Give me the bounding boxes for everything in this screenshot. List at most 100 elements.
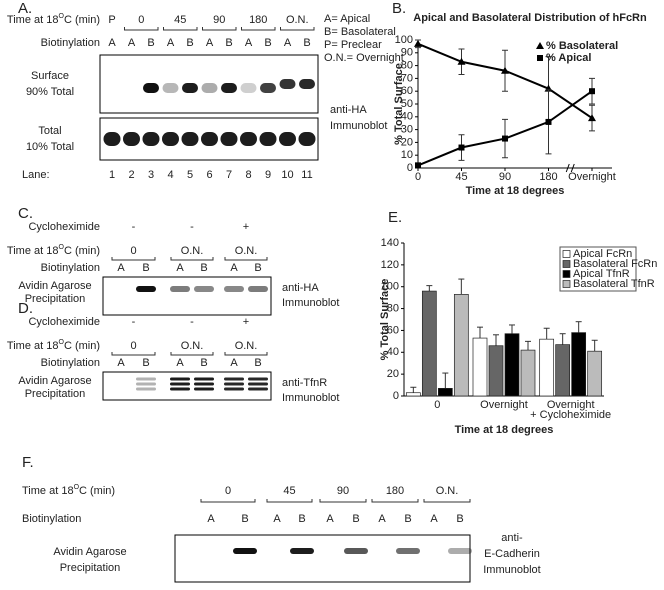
row-label: Precipitation: [25, 388, 86, 400]
lane-number: 7: [226, 169, 232, 181]
legend-label: Apical TfnR: [573, 268, 630, 280]
biotin-letter: B: [142, 262, 149, 274]
biotin-letter: A: [108, 37, 116, 49]
bracket: [170, 352, 214, 356]
biotin-letter: B: [241, 513, 248, 525]
x-tick-label: 45: [455, 171, 467, 183]
time-point: 180: [249, 14, 267, 26]
y-tick-label: 90: [401, 47, 413, 59]
lane-number: 3: [148, 169, 154, 181]
time-point: 90: [337, 485, 349, 497]
y-axis-label: % Total Surface: [393, 63, 405, 145]
bar: [571, 332, 587, 397]
time-point: 0: [225, 485, 231, 497]
bracket: [266, 499, 313, 503]
blot-band: [344, 548, 368, 554]
blot-band: [136, 286, 156, 292]
blot-box: [102, 371, 272, 401]
chart-title: Apical and Basolateral Distribution of h…: [413, 12, 647, 24]
biotin-letter: A: [284, 37, 292, 49]
biotin-letter: A: [230, 262, 238, 274]
legend-label: % Apical: [546, 52, 591, 64]
lane-number: 1: [109, 169, 115, 181]
blot-band: [298, 132, 316, 146]
legend-swatch: [562, 260, 571, 268]
blot-band: [260, 83, 276, 93]
biotin-label: Biotinylation: [41, 262, 100, 274]
time-point: O.N.: [436, 485, 459, 497]
row-label: Precipitation: [25, 293, 86, 305]
bar: [437, 388, 453, 397]
marker: [589, 88, 595, 95]
time-label-part: C (min): [64, 245, 100, 257]
blot-band: [248, 387, 268, 391]
lane-number: 4: [167, 169, 173, 181]
blot-band: [279, 132, 296, 146]
row-label: 10% Total: [26, 141, 74, 153]
blot-label: Immunoblot: [282, 297, 339, 309]
bracket: [241, 27, 276, 31]
bracket: [170, 257, 214, 261]
biotin-letter: A: [326, 513, 334, 525]
legend-marker: [537, 55, 543, 61]
blot-label: anti-HA: [330, 104, 367, 116]
legend-box: [559, 246, 637, 292]
y-tick-label: 0: [407, 162, 413, 174]
blot-band: [248, 382, 268, 386]
marker: [545, 118, 552, 125]
time-point: 180: [386, 485, 404, 497]
blot-band: [248, 377, 268, 381]
time-point: O.N.: [181, 245, 204, 257]
x-tick-label: Overnight + Cycloheximide: [530, 399, 611, 421]
legend-label: Basolateral TfnR: [573, 278, 655, 290]
biotin-label: Biotinylation: [41, 357, 100, 369]
biotin-letter: B: [352, 513, 359, 525]
bar: [539, 338, 555, 397]
cyclo-sign: -: [190, 316, 194, 328]
biotin-letter: B: [200, 262, 207, 274]
legend-text: A= Apical: [324, 13, 370, 25]
blot-band: [136, 387, 156, 391]
time-label-part: Time at 18: [7, 14, 59, 26]
biotin-letter: A: [430, 513, 438, 525]
blot-band: [201, 83, 218, 93]
blot-band: [224, 377, 244, 381]
blot-band: [259, 132, 277, 146]
row-label: Avidin Agarose: [18, 280, 91, 292]
legend-swatch: [562, 270, 571, 278]
bracket: [111, 257, 156, 261]
marker: [502, 135, 508, 142]
cyclo-sign: -: [190, 221, 194, 233]
bracket: [371, 499, 419, 503]
cyclo-sign: +: [243, 316, 249, 328]
row-label: Avidin Agarose: [53, 546, 126, 558]
blot-band: [240, 83, 257, 93]
biotin-letter: B: [147, 37, 154, 49]
panel-letter: D.: [18, 300, 33, 317]
lane-number: 10: [281, 169, 293, 181]
biotin-letter: B: [298, 513, 305, 525]
blot-band: [103, 132, 121, 146]
x-tick-label: 0: [415, 171, 421, 183]
marker: [588, 114, 596, 122]
y-tick-label: 60: [387, 324, 399, 336]
bar: [405, 392, 421, 397]
bar: [472, 337, 488, 397]
blot-band: [248, 286, 268, 292]
y-tick-label: 20: [387, 368, 399, 380]
x-axis-label: Time at 18 degrees: [455, 424, 554, 436]
bar: [421, 290, 437, 397]
blot-band: [170, 387, 190, 391]
marker: [457, 57, 466, 65]
biotin-letter: B: [404, 513, 411, 525]
time-point: O.N.: [235, 340, 258, 352]
blot-label: Immunoblot: [330, 120, 387, 132]
bar: [520, 349, 536, 397]
blot-band: [240, 132, 257, 146]
bracket: [224, 352, 268, 356]
blot-box: [102, 276, 272, 316]
biotin-letter: A: [273, 513, 281, 525]
blot-band: [136, 377, 156, 381]
biotin-letter: A: [378, 513, 386, 525]
bar: [488, 345, 504, 397]
